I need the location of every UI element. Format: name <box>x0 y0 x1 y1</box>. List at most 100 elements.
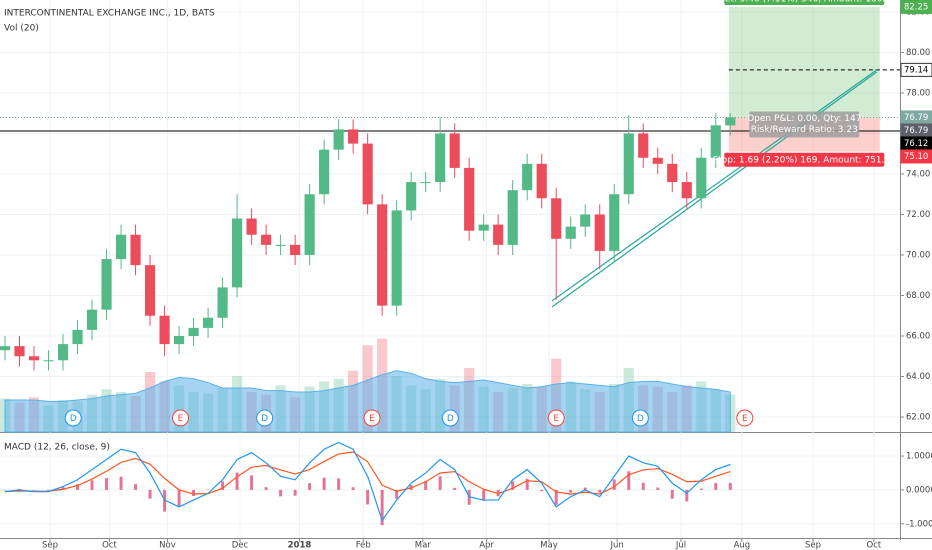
macd-histogram-bar <box>380 489 384 526</box>
candle-body <box>14 346 25 357</box>
candle-body <box>86 309 98 330</box>
macd-histogram-bar <box>525 478 529 490</box>
x-tick-label: Feb <box>356 541 371 550</box>
macd-histogram-bar <box>598 489 602 493</box>
macd-histogram-bar <box>221 481 225 490</box>
candle-body <box>159 315 170 345</box>
macd-histogram-bar <box>714 483 718 490</box>
y-tick-label: 74.00 <box>906 169 930 179</box>
macd-histogram-bar <box>511 481 515 490</box>
macd-histogram-bar <box>438 476 442 490</box>
candle-body <box>522 163 533 191</box>
candle-body <box>333 129 344 150</box>
volume-title: Vol (20) <box>4 24 39 34</box>
candle-body <box>725 117 736 126</box>
candle-body <box>667 163 678 183</box>
x-tick-label: Dec <box>232 541 249 550</box>
x-tick-label: Mar <box>415 541 432 550</box>
candle-body <box>348 129 359 144</box>
x-tick-label: Jul <box>675 541 686 550</box>
macd-histogram-bar <box>308 483 312 490</box>
candle-body <box>609 194 620 251</box>
candle-body <box>319 149 330 195</box>
macd-histogram-bar <box>583 487 587 490</box>
target-label: Target: 5.46 (7.11%) 546, Amount: 1802.8… <box>705 0 903 5</box>
price-label: 75.10 <box>904 152 928 162</box>
macd-histogram-bar <box>61 487 65 490</box>
price-label: 76.79 <box>904 126 928 136</box>
macd-histogram-bar <box>148 489 152 499</box>
candle-body <box>420 182 431 184</box>
macd-histogram-bar <box>424 481 428 490</box>
candle-body <box>203 317 214 328</box>
candle-body <box>101 259 112 310</box>
macd-histogram-bar <box>699 488 703 490</box>
candle-body <box>594 214 605 251</box>
pnl-label: Open P&L: 0.00, Qty: 147 <box>747 114 861 124</box>
price-label: 76.12 <box>904 139 928 149</box>
candle-body <box>188 327 199 336</box>
macd-histogram-bar <box>656 487 660 490</box>
x-tick-label: Oct <box>102 541 117 550</box>
candle-body <box>246 218 257 235</box>
candle-body <box>28 356 40 361</box>
event-marker <box>441 409 459 427</box>
macd-histogram-bar <box>554 489 558 505</box>
macd-histogram-bar <box>627 471 631 490</box>
price-label: 82.25 <box>904 2 928 12</box>
candle-body <box>0 346 11 351</box>
macd-histogram-bar <box>119 476 123 490</box>
candle-body <box>565 226 576 239</box>
macd-histogram-bar <box>250 475 254 490</box>
x-tick-label: Apr <box>479 541 494 550</box>
event-label: E <box>369 414 375 424</box>
target-label-bg <box>724 0 885 5</box>
macd-histogram-bar <box>134 484 138 490</box>
candle-body <box>290 244 301 255</box>
macd-title: MACD (12, 26, close, 9) <box>4 443 110 453</box>
x-tick-label: Aug <box>734 541 751 550</box>
candle-body <box>623 133 634 195</box>
macd-histogram-bar <box>641 482 645 490</box>
candle-body <box>57 344 69 361</box>
event-marker <box>256 409 274 427</box>
candle-body <box>493 224 504 245</box>
x-tick-label: Jun <box>610 541 624 550</box>
x-tick-label: Sep <box>42 541 58 550</box>
candle-body <box>72 329 83 345</box>
candle-body <box>173 336 185 345</box>
x-tick-label: May <box>540 541 558 550</box>
macd-histogram-bar <box>47 489 51 491</box>
stop-label: Stop: 1.69 (2.20%) 169, Amount: 751.57 <box>713 156 896 166</box>
target-zone <box>728 6 880 118</box>
chart-title: INTERCONTINENTAL EXCHANGE INC., 1D, BATS <box>4 9 215 19</box>
candle-body <box>464 167 475 231</box>
macd-histogram-bar <box>293 489 297 496</box>
macd-histogram-bar <box>76 484 80 490</box>
macd-histogram-bar <box>163 489 167 512</box>
macd-histogram-bar <box>206 489 210 491</box>
event-label: D <box>261 414 268 424</box>
macd-signal-line <box>4 451 731 495</box>
x-tick-label: Oct <box>867 541 882 550</box>
candle-body <box>144 265 156 316</box>
macd-histogram-bar <box>177 489 181 507</box>
y-tick-label: 62.00 <box>906 413 930 423</box>
macd-histogram-bar <box>105 478 109 490</box>
macd-histogram-bar <box>3 489 7 491</box>
macd-histogram-bar <box>264 487 268 490</box>
event-label: D <box>447 414 454 424</box>
macd-histogram-bar <box>612 479 616 490</box>
ratio-label: Risk/Reward Ratio: 3.23 <box>751 125 858 135</box>
price-label-bg <box>900 62 932 77</box>
candle-body <box>275 244 286 246</box>
macd-histogram-bar <box>192 489 196 496</box>
candle-body <box>391 210 402 306</box>
macd-histogram-bar <box>235 472 239 490</box>
macd-histogram-bar <box>337 478 341 490</box>
candle-body <box>115 234 127 260</box>
